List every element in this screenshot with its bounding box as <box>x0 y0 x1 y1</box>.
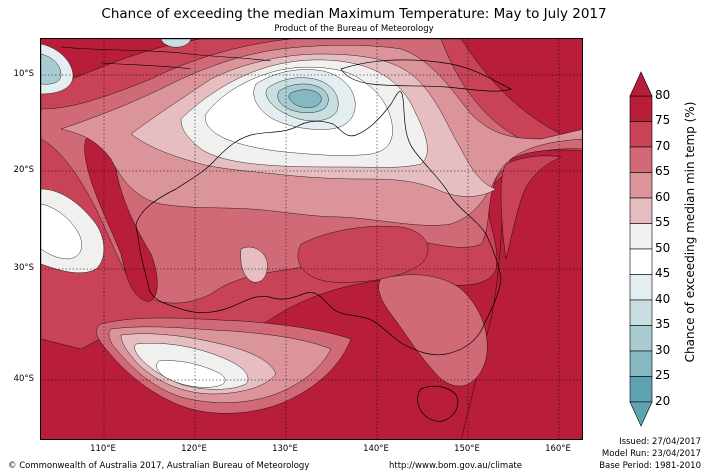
colorbar-band <box>629 172 653 199</box>
model-run-date: Model Run: 23/04/2017 <box>601 449 701 459</box>
tasmania-coastline <box>417 385 459 422</box>
colorbar-tick-70: 70 <box>655 139 671 153</box>
australia-coastline <box>135 91 502 356</box>
chart-title: Chance of exceeding the median Maximum T… <box>101 6 607 22</box>
colorbar-tick-60: 60 <box>655 190 671 204</box>
colorbar-band <box>629 223 653 250</box>
lon-label: 160°E <box>545 444 571 454</box>
colorbar-tick-25: 25 <box>655 368 671 382</box>
colorbar <box>629 71 653 427</box>
lon-label: 140°E <box>363 444 389 454</box>
colorbar-bands <box>629 95 653 403</box>
colorbar-band <box>629 248 653 275</box>
lat-label: 40°S <box>13 374 34 384</box>
colorbar-title: Chance of exceeding median min temp (%) <box>683 101 697 363</box>
lon-label: 130°E <box>272 444 298 454</box>
contour-interior-60 <box>240 246 268 283</box>
colorbar-bottom-arrow <box>629 401 653 427</box>
colorbar-top-arrow <box>629 71 653 97</box>
colorbar-band <box>629 350 653 377</box>
new-guinea-coastline <box>340 59 512 92</box>
colorbar-band <box>629 274 653 301</box>
indonesia-coastline <box>60 46 272 70</box>
colorbar-tick-40: 40 <box>655 292 671 306</box>
colorbar-tick-45: 45 <box>655 266 671 280</box>
colorbar-band <box>629 376 653 403</box>
colorbar-tick-35: 35 <box>655 317 671 331</box>
colorbar-tick-65: 65 <box>655 164 671 178</box>
contour-interior-75 <box>297 225 429 283</box>
contour-top-40 <box>160 39 192 48</box>
source-url[interactable]: http://www.bom.gov.au/climate <box>389 461 522 471</box>
chart-subtitle: Product of the Bureau of Meteorology <box>274 24 434 34</box>
colorbar-band <box>629 325 653 352</box>
copyright-notice: © Commonwealth of Australia 2017, Austra… <box>8 461 310 471</box>
colorbar-band <box>629 95 653 122</box>
lon-label: 120°E <box>181 444 207 454</box>
probability-map <box>40 38 583 440</box>
issued-date: Issued: 27/04/2017 <box>619 437 701 447</box>
lon-label: 110°E <box>90 444 116 454</box>
colorbar-band <box>629 299 653 326</box>
colorbar-tick-55: 55 <box>655 215 671 229</box>
lat-label: 30°S <box>13 263 34 273</box>
contour-nw-35 <box>41 53 62 85</box>
colorbar-band <box>629 197 653 224</box>
lon-label: 150°E <box>454 444 480 454</box>
colorbar-tick-20: 20 <box>655 394 671 408</box>
colorbar-tick-50: 50 <box>655 241 671 255</box>
colorbar-tick-30: 30 <box>655 343 671 357</box>
contour-30 <box>288 89 322 108</box>
colorbar-tick-80: 80 <box>655 88 671 102</box>
graticule <box>41 39 582 439</box>
contour-south-50 <box>156 360 226 388</box>
colorbar-band <box>629 121 653 148</box>
contour-west-50 <box>41 203 82 260</box>
map-canvas <box>41 39 582 439</box>
lat-label: 10°S <box>13 69 34 79</box>
contour-east-75 <box>500 155 562 260</box>
contour-75-west <box>84 137 158 302</box>
colorbar-tick-75: 75 <box>655 113 671 127</box>
lat-label: 20°S <box>13 165 34 175</box>
base-period: Base Period: 1981-2010 <box>599 461 701 471</box>
colorbar-band <box>629 146 653 173</box>
contour-se-70 <box>378 274 488 387</box>
